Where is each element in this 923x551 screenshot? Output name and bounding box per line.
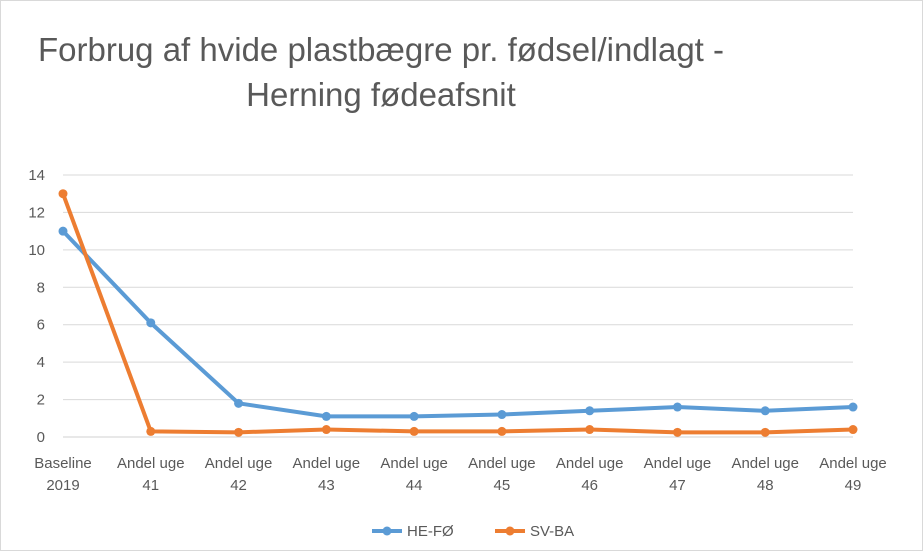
y-tick-label: 0 [37,429,45,446]
x-tick-label: Andel uge 43 [293,455,361,494]
x-tick-label: Andel uge 41 [117,455,185,494]
series-group [58,189,858,437]
data-point [234,427,244,437]
data-point [321,411,331,421]
data-point [585,406,595,416]
chart-title-line-1: Forbrug af hvide plastbægre pr. fødsel/i… [37,31,725,68]
x-axis-ticks: Baseline 2019 Andel uge 41 Andel uge 42 Andel … [34,455,887,494]
gridlines [63,174,853,438]
x-tick-label: Baseline 2019 [34,455,92,494]
legend-label: HE-FØ [407,523,454,540]
data-point [760,427,770,437]
y-tick-label: 4 [37,354,45,371]
x-tick-label: Andel uge 45 [468,455,536,494]
y-tick-label: 6 [37,317,45,334]
data-point [672,402,682,412]
data-point [497,426,507,436]
y-tick-label: 8 [37,279,45,296]
data-point [585,425,595,435]
legend: HE-FØ SV-BA [372,523,574,540]
legend-swatch-marker [382,526,392,536]
chart-title: Forbrug af hvide plastbægre pr. fødsel/i… [1,27,761,117]
data-point [321,425,331,435]
data-point [760,406,770,416]
data-point [497,410,507,420]
series-2 [58,189,858,437]
x-tick-label: Andel uge 47 [644,455,712,494]
y-axis-ticks: 0 2 4 6 8 10 12 14 [28,167,45,446]
x-tick-label: Andel uge 46 [556,455,624,494]
series-line [61,229,855,419]
data-point [146,318,156,328]
y-tick-label: 10 [28,242,45,259]
data-point [409,411,419,421]
data-point [58,226,68,236]
data-point [146,426,156,436]
legend-swatch-marker [505,526,515,536]
y-tick-label: 2 [37,392,45,409]
data-point [848,402,858,412]
x-tick-label: Andel uge 42 [205,455,273,494]
data-point [848,425,858,435]
legend-label: SV-BA [530,523,574,540]
x-tick-label: Andel uge 49 [819,455,887,494]
data-point [409,426,419,436]
series-line [61,191,855,435]
data-point [58,189,68,199]
x-tick-label: Andel uge 48 [731,455,799,494]
chart-title-line-2: Herning fødeafsnit [246,76,516,113]
y-tick-label: 12 [28,204,45,221]
y-tick-label: 14 [28,167,45,184]
data-point [234,398,244,408]
x-tick-label: Andel uge 44 [380,455,448,494]
data-point [672,427,682,437]
series-1 [58,226,858,421]
